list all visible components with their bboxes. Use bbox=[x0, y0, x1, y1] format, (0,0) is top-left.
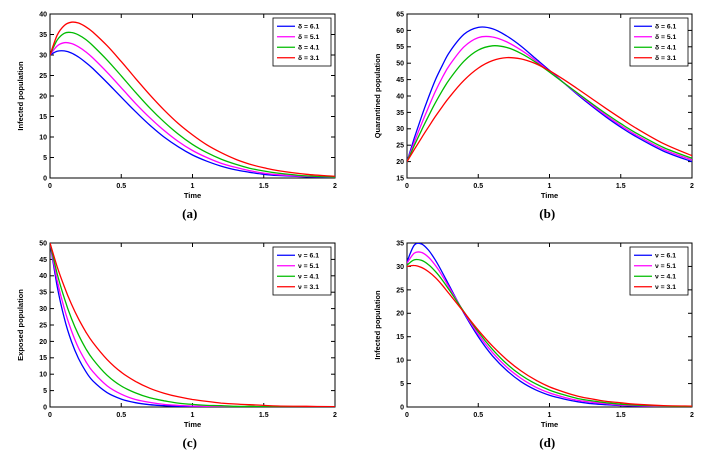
subplot-caption-d: (d) bbox=[539, 435, 556, 450]
svg-text:ν = 6.1: ν = 6.1 bbox=[298, 253, 319, 260]
svg-text:ν = 3.1: ν = 3.1 bbox=[655, 284, 676, 291]
svg-text:10: 10 bbox=[396, 358, 404, 365]
svg-text:ν = 6.1: ν = 6.1 bbox=[655, 253, 676, 260]
svg-text:40: 40 bbox=[39, 273, 47, 280]
svg-text:δ = 4.1: δ = 4.1 bbox=[298, 45, 320, 52]
svg-text:0: 0 bbox=[43, 175, 47, 182]
svg-text:1: 1 bbox=[190, 412, 194, 419]
svg-text:0.5: 0.5 bbox=[116, 183, 126, 190]
svg-text:30: 30 bbox=[396, 264, 404, 271]
subplot-caption-a: (a) bbox=[182, 206, 198, 221]
svg-text:δ = 6.1: δ = 6.1 bbox=[655, 24, 677, 31]
svg-text:1: 1 bbox=[548, 412, 552, 419]
subplot-caption-c: (c) bbox=[182, 435, 197, 450]
svg-text:ν = 3.1: ν = 3.1 bbox=[298, 284, 319, 291]
svg-text:Quarantined population: Quarantined population bbox=[373, 53, 382, 138]
svg-text:0: 0 bbox=[48, 183, 52, 190]
svg-text:Infected population: Infected population bbox=[16, 61, 25, 131]
svg-text:Time: Time bbox=[541, 191, 558, 200]
svg-text:60: 60 bbox=[396, 28, 404, 35]
svg-text:65: 65 bbox=[396, 11, 404, 18]
svg-text:δ = 5.1: δ = 5.1 bbox=[298, 34, 320, 41]
subplot-c: 0 0.5 1 1.5 2 0 5 10 15 20 25 30 35 40 45 50 Time Exposed… bbox=[14, 236, 344, 451]
svg-text:35: 35 bbox=[396, 240, 404, 247]
svg-text:20: 20 bbox=[39, 339, 47, 346]
svg-text:2: 2 bbox=[333, 412, 337, 419]
svg-text:δ = 3.1: δ = 3.1 bbox=[655, 55, 677, 62]
svg-text:ν = 4.1: ν = 4.1 bbox=[298, 274, 319, 281]
svg-text:5: 5 bbox=[400, 381, 404, 388]
svg-text:45: 45 bbox=[396, 77, 404, 84]
svg-text:15: 15 bbox=[396, 175, 404, 182]
svg-text:5: 5 bbox=[43, 155, 47, 162]
svg-text:ν = 5.1: ν = 5.1 bbox=[655, 263, 676, 270]
svg-text:10: 10 bbox=[39, 372, 47, 379]
svg-text:δ = 5.1: δ = 5.1 bbox=[655, 34, 677, 41]
svg-text:Infected population: Infected population bbox=[373, 290, 382, 360]
svg-text:1.5: 1.5 bbox=[259, 412, 269, 419]
subplot-caption-b: (b) bbox=[539, 206, 556, 221]
svg-text:25: 25 bbox=[396, 143, 404, 150]
svg-text:30: 30 bbox=[39, 306, 47, 313]
svg-text:0.5: 0.5 bbox=[474, 412, 484, 419]
svg-text:δ = 3.1: δ = 3.1 bbox=[298, 55, 320, 62]
svg-text:5: 5 bbox=[43, 388, 47, 395]
svg-text:25: 25 bbox=[396, 287, 404, 294]
svg-text:2: 2 bbox=[690, 183, 694, 190]
svg-text:25: 25 bbox=[39, 322, 47, 329]
svg-text:2: 2 bbox=[333, 183, 337, 190]
svg-text:45: 45 bbox=[39, 257, 47, 264]
svg-text:1.5: 1.5 bbox=[616, 412, 626, 419]
svg-text:40: 40 bbox=[396, 93, 404, 100]
plot-canvas-b: 0 0.5 1 1.5 2 15 20 25 30 35 40 45 50 55 60 65 Time Quara… bbox=[373, 11, 694, 200]
svg-text:35: 35 bbox=[396, 110, 404, 117]
svg-text:1.5: 1.5 bbox=[259, 183, 269, 190]
svg-text:20: 20 bbox=[396, 311, 404, 318]
svg-text:40: 40 bbox=[39, 11, 47, 18]
svg-text:δ = 4.1: δ = 4.1 bbox=[655, 45, 677, 52]
svg-text:1: 1 bbox=[190, 183, 194, 190]
svg-text:0: 0 bbox=[400, 404, 404, 411]
svg-text:1: 1 bbox=[548, 183, 552, 190]
svg-text:35: 35 bbox=[39, 32, 47, 39]
svg-text:Time: Time bbox=[541, 420, 558, 429]
svg-text:0: 0 bbox=[405, 183, 409, 190]
svg-text:0: 0 bbox=[48, 412, 52, 419]
svg-text:2: 2 bbox=[690, 412, 694, 419]
svg-text:15: 15 bbox=[39, 114, 47, 121]
svg-text:15: 15 bbox=[39, 355, 47, 362]
svg-text:0: 0 bbox=[43, 404, 47, 411]
svg-text:50: 50 bbox=[39, 240, 47, 247]
svg-text:δ = 6.1: δ = 6.1 bbox=[298, 24, 320, 31]
svg-text:ν = 5.1: ν = 5.1 bbox=[298, 263, 319, 270]
svg-text:0.5: 0.5 bbox=[116, 412, 126, 419]
svg-text:55: 55 bbox=[396, 44, 404, 51]
svg-text:10: 10 bbox=[39, 134, 47, 141]
svg-text:30: 30 bbox=[396, 126, 404, 133]
subplot-b: 0 0.5 1 1.5 2 15 20 25 30 35 40 45 50 55 60 65 Time Quara… bbox=[371, 7, 701, 222]
svg-text:35: 35 bbox=[39, 290, 47, 297]
svg-text:ν = 4.1: ν = 4.1 bbox=[655, 274, 676, 281]
svg-text:Exposed population: Exposed population bbox=[16, 289, 25, 361]
svg-text:25: 25 bbox=[39, 73, 47, 80]
subplot-a: 0 0.5 1 1.5 2 0 5 10 15 20 25 30 35 40 Time Infected po… bbox=[14, 7, 344, 222]
svg-text:50: 50 bbox=[396, 61, 404, 68]
svg-text:0: 0 bbox=[405, 412, 409, 419]
svg-text:20: 20 bbox=[396, 159, 404, 166]
svg-text:20: 20 bbox=[39, 93, 47, 100]
subplot-d: 0 0.5 1 1.5 2 0 5 10 15 20 25 30 35 Time Infected popu… bbox=[371, 236, 701, 451]
svg-text:1.5: 1.5 bbox=[616, 183, 626, 190]
svg-text:Time: Time bbox=[184, 420, 201, 429]
plot-canvas-c: 0 0.5 1 1.5 205101520253035404550TimeExposed… bbox=[16, 240, 337, 429]
svg-text:15: 15 bbox=[396, 334, 404, 341]
svg-text:0.5: 0.5 bbox=[474, 183, 484, 190]
svg-text:30: 30 bbox=[39, 52, 47, 59]
svg-text:Time: Time bbox=[184, 191, 201, 200]
